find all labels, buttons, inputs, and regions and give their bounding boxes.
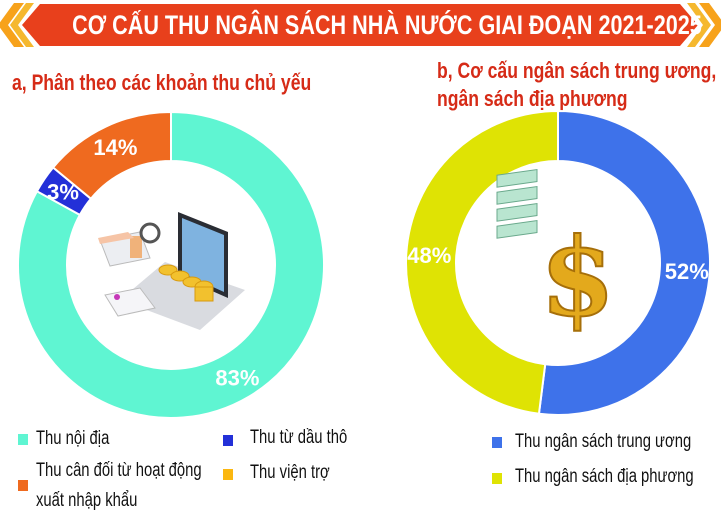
donut-1-label-0: 52% <box>665 259 709 284</box>
donut-1-slice-1 <box>405 109 559 415</box>
legend-swatch-thu-noi-dia <box>18 434 28 445</box>
donut-0-slice-0 <box>17 110 325 419</box>
legend-label-dia-phuong: Thu ngân sách địa phương <box>515 466 694 487</box>
svg-text:$: $ <box>540 215 615 341</box>
chart-b-title-line2: ngân sách địa phương <box>437 86 628 111</box>
donut-0-slice-2 <box>51 110 172 201</box>
legend-swatch-trung-uong <box>492 437 502 448</box>
banner-chevron-right-inner <box>687 3 711 47</box>
legend-label-thu-dau-tho: Thu từ dầu thô <box>250 427 348 448</box>
banner-chevron-left <box>0 3 24 47</box>
donut-0-label-1: 3% <box>47 180 79 205</box>
legend-label-thu-vien-tro: Thu viện trợ <box>250 462 330 483</box>
page-title: CƠ CẤU THU NGÂN SÁCH NHÀ NƯỚC GIAI ĐOẠN … <box>72 10 702 40</box>
banner-body <box>22 4 698 46</box>
chart-a-title: a, Phân theo các khoản thu chủ yếu <box>12 70 312 95</box>
banner-chevron-left-inner <box>10 3 34 47</box>
legend-label-thu-xnk-line2: xuất nhập khẩu <box>36 490 138 511</box>
donut-0-label-2: 14% <box>93 135 137 160</box>
legend-swatch-thu-vien-tro <box>223 469 233 480</box>
legend-label-thu-noi-dia: Thu nội địa <box>36 428 110 449</box>
legend-label-thu-xnk-line1: Thu cân đối từ hoạt động <box>36 460 202 481</box>
legend-swatch-dia-phuong <box>492 473 502 484</box>
laptop-finance-icon <box>98 212 245 330</box>
banner-chevron-right <box>699 3 721 47</box>
donut-1-slice-0 <box>537 109 711 416</box>
legend-swatch-thu-dau-tho <box>223 435 233 446</box>
legend-swatch-thu-xuat-nhap-khau <box>18 480 28 491</box>
legend-label-trung-uong: Thu ngân sách trung ương <box>515 431 692 452</box>
donut-1-label-1: 48% <box>407 243 451 268</box>
donut-0-label-0: 83% <box>215 365 259 390</box>
chart-b-title-line1: b, Cơ cấu ngân sách trung ương, <box>437 58 717 83</box>
title-banner <box>0 3 721 47</box>
dollar-money-icon: $ <box>496 168 616 342</box>
